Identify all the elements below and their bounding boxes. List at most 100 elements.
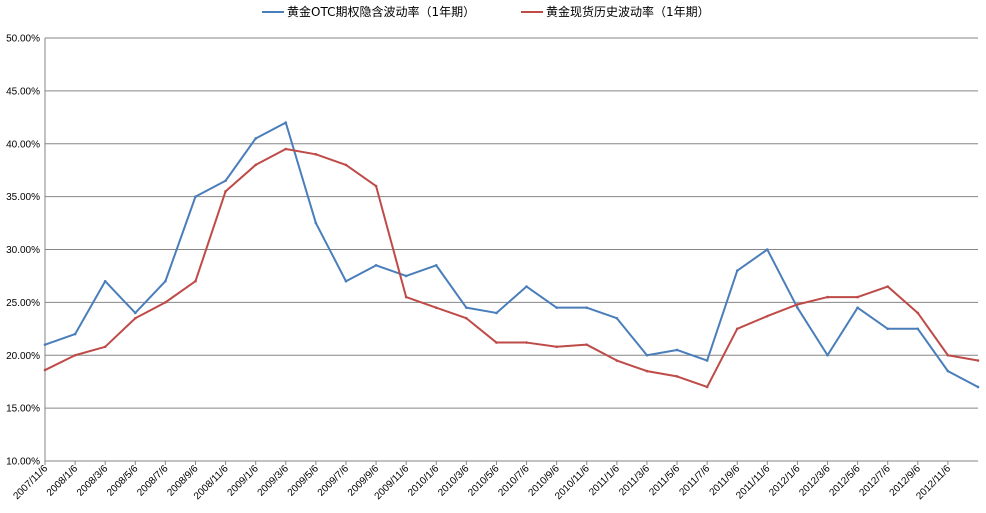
x-tick-label: 2009/1/6 bbox=[225, 463, 261, 499]
data-point-s1 bbox=[133, 316, 137, 320]
legend-label-1: 黄金现货历史波动率（1年期） bbox=[546, 4, 710, 19]
y-tick-label: 15.00% bbox=[6, 404, 40, 415]
data-point-s0 bbox=[254, 137, 257, 140]
data-point-s0 bbox=[705, 359, 709, 362]
data-point-s0 bbox=[976, 385, 980, 389]
series-layer bbox=[43, 121, 980, 389]
data-point-s1 bbox=[976, 359, 980, 362]
data-point-s1 bbox=[344, 163, 348, 167]
data-point-s1 bbox=[766, 314, 769, 318]
legend-label-0: 黄金OTC期权隐含波动率（1年期） bbox=[287, 4, 475, 19]
data-point-s0 bbox=[495, 311, 498, 315]
x-tick-label: 2011/7/6 bbox=[677, 463, 712, 498]
data-point-s0 bbox=[585, 306, 589, 309]
y-tick-label: 20.00% bbox=[6, 351, 40, 362]
data-point-s0 bbox=[826, 353, 829, 357]
data-point-s0 bbox=[404, 274, 408, 278]
x-tick-label: 2009/7/6 bbox=[316, 463, 352, 499]
x-tick-label: 2012/7/6 bbox=[858, 463, 894, 499]
y-tick-label: 30.00% bbox=[6, 245, 40, 256]
data-point-s1 bbox=[585, 343, 589, 346]
data-point-s1 bbox=[645, 369, 649, 373]
x-tick-label: 2010/3/6 bbox=[436, 463, 472, 499]
data-point-s0 bbox=[766, 248, 769, 251]
data-point-s1 bbox=[254, 163, 257, 167]
data-point-s0 bbox=[796, 306, 799, 309]
data-point-s1 bbox=[916, 311, 920, 315]
data-point-s0 bbox=[73, 332, 77, 336]
data-point-s0 bbox=[314, 221, 318, 225]
y-tick-label: 35.00% bbox=[6, 192, 40, 203]
x-tick-label: 2009/5/6 bbox=[286, 463, 322, 499]
data-point-s0 bbox=[916, 327, 920, 331]
x-tick-label: 2009/3/6 bbox=[256, 463, 292, 499]
data-point-s1 bbox=[164, 301, 167, 304]
x-tick-label: 2011/5/6 bbox=[647, 463, 682, 498]
data-point-s0 bbox=[164, 279, 167, 283]
data-point-s0 bbox=[434, 264, 438, 267]
axis-layer: 10.00% 15.00% 20.00% 25.00% 30.00% 35.00% 40.0… bbox=[6, 34, 978, 502]
x-tick-label: 2008/3/6 bbox=[75, 463, 111, 499]
data-point-s0 bbox=[224, 179, 227, 183]
data-point-s0 bbox=[133, 311, 137, 315]
x-tick-label: 2011/1/6 bbox=[587, 463, 622, 498]
data-point-s0 bbox=[555, 306, 558, 309]
x-tick-label: 2010/5/6 bbox=[466, 463, 502, 499]
data-point-s1 bbox=[675, 375, 679, 378]
x-tick-label: 2010/7/6 bbox=[496, 463, 532, 499]
data-point-s0 bbox=[103, 279, 107, 283]
legend: 黄金OTC期权隐含波动率（1年期） 黄金现货历史波动率（1年期） bbox=[262, 4, 710, 19]
data-point-s0 bbox=[615, 316, 619, 320]
data-point-s1 bbox=[103, 345, 107, 349]
data-point-s1 bbox=[946, 353, 950, 357]
x-tick-label: 2012/1/6 bbox=[767, 463, 803, 499]
x-tick-label: 2012/3/6 bbox=[797, 463, 833, 499]
data-point-s0 bbox=[43, 343, 47, 346]
data-point-s1 bbox=[374, 184, 378, 188]
data-point-s1 bbox=[194, 279, 197, 283]
x-tick-label: 2007/11/6 bbox=[11, 463, 50, 502]
data-point-s0 bbox=[675, 348, 679, 352]
data-point-s1 bbox=[856, 295, 859, 299]
grid-layer bbox=[45, 37, 978, 462]
data-point-s0 bbox=[344, 279, 348, 283]
data-point-s1 bbox=[224, 190, 227, 193]
data-point-s1 bbox=[555, 345, 558, 349]
data-point-s1 bbox=[434, 306, 438, 309]
data-point-s0 bbox=[735, 269, 739, 272]
data-point-s0 bbox=[194, 195, 197, 198]
data-point-s1 bbox=[404, 295, 408, 299]
x-tick-label: 2008/7/6 bbox=[135, 463, 171, 499]
data-point-s1 bbox=[705, 385, 709, 389]
y-tick-label: 45.00% bbox=[6, 86, 40, 97]
data-point-s1 bbox=[525, 341, 528, 344]
x-tick-label: 2012/5/6 bbox=[827, 463, 863, 499]
x-tick-label: 2010/1/6 bbox=[406, 463, 442, 499]
data-point-s1 bbox=[886, 285, 890, 288]
y-tick-label: 40.00% bbox=[6, 139, 40, 150]
data-point-s1 bbox=[284, 147, 288, 151]
data-point-s0 bbox=[946, 369, 950, 373]
series-line-1 bbox=[44, 148, 979, 388]
data-point-s1 bbox=[495, 341, 498, 344]
x-tick-label: 2011/3/6 bbox=[617, 463, 652, 498]
data-point-s0 bbox=[645, 353, 649, 357]
series-line-0 bbox=[44, 121, 979, 388]
x-tick-label: 2008/5/6 bbox=[105, 463, 141, 499]
data-point-s1 bbox=[796, 303, 799, 306]
data-point-s1 bbox=[43, 368, 47, 372]
x-tick-label: 2008/1/6 bbox=[45, 463, 81, 499]
data-point-s1 bbox=[826, 295, 829, 299]
data-point-s0 bbox=[284, 121, 288, 124]
y-tick-label: 10.00% bbox=[6, 457, 40, 468]
data-point-s0 bbox=[856, 306, 859, 309]
data-point-s0 bbox=[465, 306, 468, 309]
y-tick-label: 25.00% bbox=[6, 298, 40, 309]
data-point-s1 bbox=[314, 153, 318, 156]
data-point-s1 bbox=[465, 316, 468, 320]
data-point-s0 bbox=[886, 327, 890, 331]
data-point-s1 bbox=[735, 327, 739, 331]
data-point-s0 bbox=[374, 264, 378, 267]
data-point-s0 bbox=[525, 285, 528, 288]
